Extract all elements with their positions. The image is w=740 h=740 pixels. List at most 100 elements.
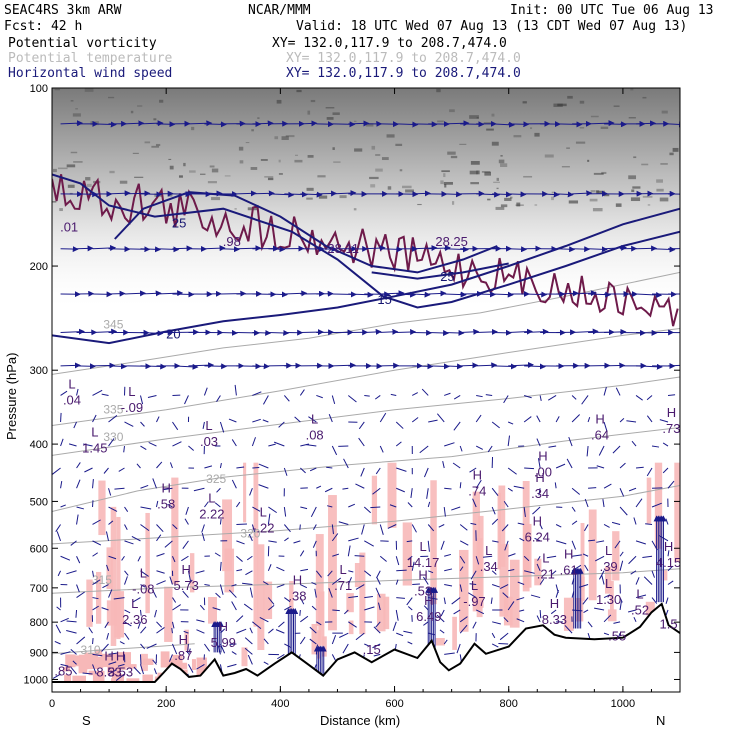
wind-vector bbox=[106, 564, 109, 571]
pv-shade-patch bbox=[498, 485, 506, 567]
wind-vector bbox=[375, 587, 381, 598]
wind-vector bbox=[249, 488, 253, 496]
wind-vector bbox=[652, 246, 676, 253]
wind-vector bbox=[156, 246, 180, 253]
wind-vector bbox=[172, 597, 177, 603]
wind-vector bbox=[643, 576, 653, 585]
pv-extremum-value: .39 bbox=[600, 559, 618, 574]
wind-vector bbox=[155, 500, 159, 508]
wind-vector bbox=[380, 246, 403, 253]
pv-texture-mark bbox=[567, 95, 573, 99]
wind-vector bbox=[619, 551, 624, 557]
x-tick-label: 200 bbox=[157, 698, 175, 710]
wind-vector bbox=[516, 597, 525, 601]
wind-vector bbox=[539, 578, 545, 585]
wind-vector bbox=[92, 597, 99, 600]
wind-vector bbox=[603, 632, 610, 636]
pv-shade-patch bbox=[452, 616, 457, 650]
wind-vector bbox=[92, 389, 103, 396]
legend-pv-xy: XY= 132.0,117.9 to 208.7,474.0 bbox=[272, 36, 507, 51]
pv-texture-mark bbox=[483, 122, 493, 124]
wind-vector bbox=[392, 621, 397, 632]
wind-vector bbox=[310, 506, 317, 518]
wind-vector bbox=[60, 651, 71, 655]
pv-extremum-type: L bbox=[260, 505, 267, 520]
wind-vector bbox=[92, 579, 101, 585]
y-tick-label: 100 bbox=[30, 83, 48, 95]
wind-vector bbox=[52, 673, 61, 679]
y-axis-label: Pressure (hPa) bbox=[4, 353, 19, 440]
wind-vector bbox=[508, 328, 533, 335]
pv-extremum-label: L.03 bbox=[200, 418, 218, 449]
pv-extremum-label: L14.17 bbox=[407, 539, 440, 570]
wind-vector bbox=[140, 506, 152, 510]
wind-vector bbox=[76, 584, 80, 593]
wind-vector bbox=[214, 502, 221, 508]
pv-texture-mark bbox=[534, 204, 538, 206]
wind-vector bbox=[534, 537, 541, 542]
pv-shade-patch bbox=[289, 581, 294, 612]
wind-vector bbox=[216, 487, 221, 493]
pv-texture-mark bbox=[395, 143, 403, 146]
wind-vector bbox=[172, 556, 176, 563]
wind-vector bbox=[83, 443, 93, 447]
pv-texture-mark bbox=[155, 143, 161, 147]
pv-texture-mark bbox=[449, 109, 455, 113]
wind-vector bbox=[76, 591, 85, 598]
pv-texture-mark bbox=[450, 155, 458, 159]
wind-vector bbox=[182, 590, 189, 598]
wind-vector bbox=[119, 641, 125, 645]
pv-extremum-type: H bbox=[179, 632, 188, 647]
wind-vector bbox=[502, 592, 509, 598]
pv-extremum-label: L-.08 bbox=[132, 565, 154, 596]
pv-texture-mark bbox=[447, 151, 456, 155]
wind-vector bbox=[332, 362, 356, 369]
pv-shade-patch bbox=[263, 581, 273, 620]
theta-contour bbox=[52, 427, 680, 512]
wind-vector bbox=[268, 628, 274, 634]
wind-speed-contour-label: 25 bbox=[440, 269, 454, 284]
pv-texture-mark bbox=[75, 108, 78, 110]
wind-vector bbox=[667, 364, 680, 367]
pv-texture-mark bbox=[178, 175, 183, 178]
wind-vector bbox=[344, 609, 349, 615]
wind-vector bbox=[444, 392, 451, 396]
valid-time: Valid: 18 UTC Wed 07 Aug 13 (13 CDT Wed … bbox=[296, 19, 687, 34]
wind-vector bbox=[268, 605, 275, 611]
wind-vector bbox=[370, 506, 381, 509]
wind-vector bbox=[342, 487, 349, 490]
pv-extremum-type: L bbox=[542, 551, 549, 566]
pv-texture-mark bbox=[669, 152, 674, 156]
wind-vector bbox=[572, 290, 597, 297]
wind-vector bbox=[252, 621, 262, 630]
wind-vector bbox=[156, 627, 165, 634]
wind-vector bbox=[117, 663, 125, 667]
wind-vector bbox=[131, 536, 141, 542]
wind-vector bbox=[268, 246, 286, 253]
wind-vector bbox=[314, 588, 317, 598]
wind-vector bbox=[556, 191, 574, 198]
wind-vector bbox=[667, 121, 680, 128]
wind-vector bbox=[76, 636, 86, 645]
pv-texture-mark bbox=[440, 180, 444, 185]
wind-vector bbox=[459, 540, 469, 546]
wind-vector bbox=[443, 639, 448, 645]
wind-vector bbox=[60, 555, 71, 561]
wind-vector bbox=[140, 395, 144, 405]
wind-vector bbox=[156, 621, 163, 628]
wind-vector bbox=[245, 570, 253, 576]
wind-vector bbox=[140, 584, 146, 588]
y-tick-label: 500 bbox=[30, 496, 48, 508]
pv-texture-mark bbox=[387, 186, 392, 190]
pv-extremum-type: H bbox=[564, 547, 573, 562]
wind-vector bbox=[75, 609, 78, 618]
pv-texture-mark bbox=[491, 141, 499, 146]
wind-vector bbox=[651, 597, 658, 604]
pv-texture-mark bbox=[306, 187, 314, 191]
theta-contour-label: 320 bbox=[240, 526, 260, 540]
pv-extremum-type: L bbox=[91, 424, 98, 439]
wind-vector bbox=[268, 506, 277, 514]
pv-shade-patch bbox=[222, 499, 233, 572]
wind-vector bbox=[188, 579, 193, 585]
wind-vector bbox=[300, 568, 309, 572]
